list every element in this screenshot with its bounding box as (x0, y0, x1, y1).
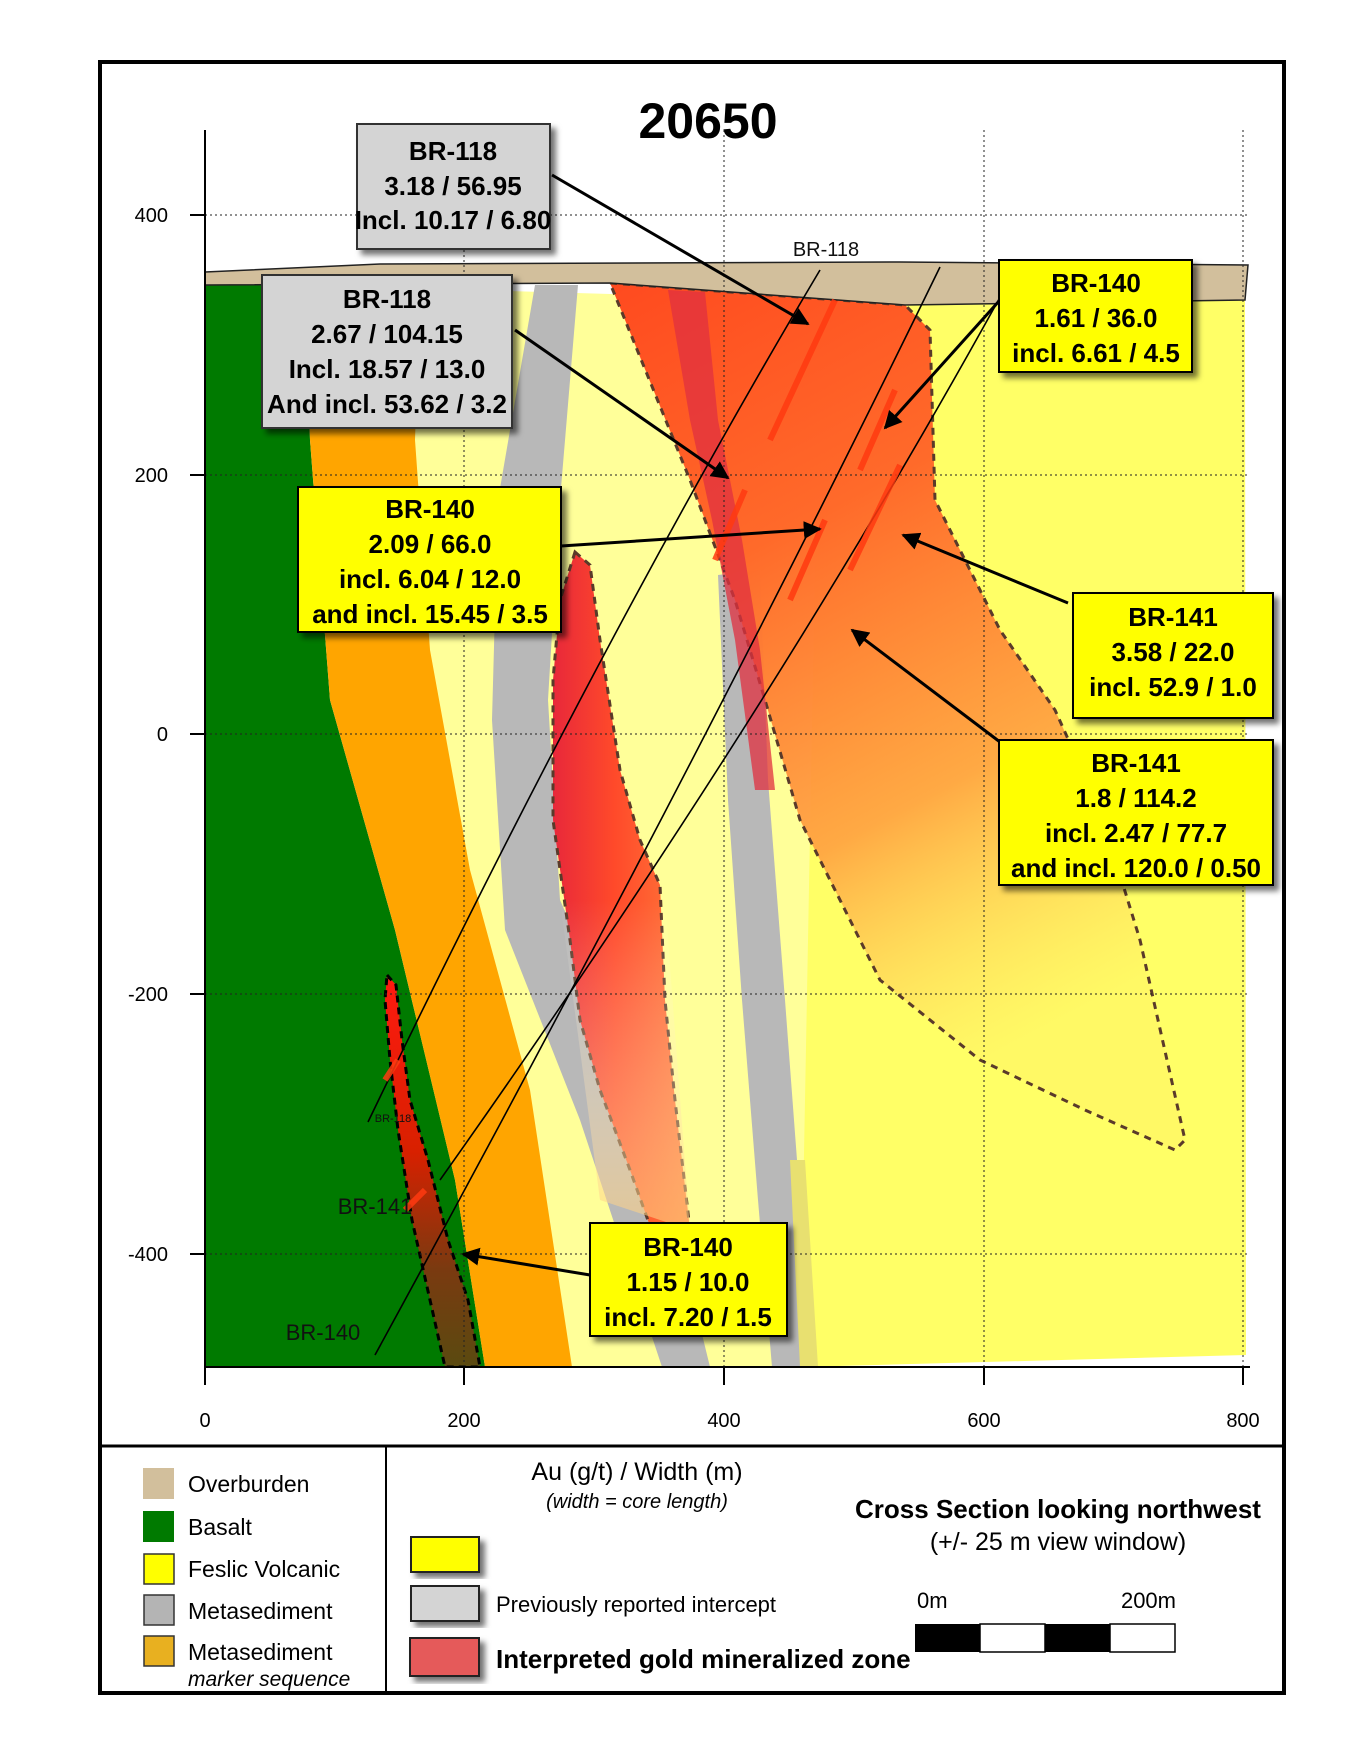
x-tick-800: 800 (1226, 1410, 1259, 1432)
callout-br118-upper-grade: 3.18 / 56.95 (384, 171, 521, 201)
callout-br141-upper (1072, 592, 1274, 719)
callout-br140-lower-grade: 1.15 / 10.0 (627, 1267, 750, 1297)
mineralized-zone-label: Interpreted gold mineralized zone (496, 1644, 911, 1674)
legend-felsic-label: Feslic Volcanic (188, 1556, 340, 1582)
assay-legend: Au (g/t) / Width (m) (width = core lengt… (409, 1458, 911, 1677)
assay-subheader: (width = core length) (546, 1491, 728, 1513)
callout-br141-upper-hole: BR-141 (1128, 602, 1218, 632)
lithology-legend: Overburden Basalt Feslic Volcanic Metase… (143, 1468, 350, 1691)
swatch-felsic-volcanic (143, 1553, 175, 1585)
swatch-metasediment (143, 1594, 175, 1626)
callout-br141-lower-hole: BR-141 (1091, 748, 1181, 778)
callout-br140-lower (589, 1222, 788, 1337)
y-tick-0: 0 (157, 724, 168, 746)
callout-br141-upper-grade: 3.58 / 22.0 (1112, 637, 1235, 667)
assay-header: Au (g/t) / Width (m) (531, 1458, 742, 1486)
callout-br118-upper (356, 123, 551, 250)
swatch-mineralized-zone (409, 1637, 480, 1677)
callout-br140-upper-grade: 1.61 / 36.0 (1035, 303, 1158, 333)
callout-br141-lower-grade: 1.8 / 114.2 (1075, 783, 1196, 813)
hole-label-br118-toe: BR-118 (375, 1113, 411, 1125)
callout-br118-lower-incl: Incl. 18.57 / 13.0 (289, 354, 486, 384)
mineralized-zone-main (607, 281, 1187, 1152)
swatch-basalt (143, 1511, 174, 1542)
callout-br140-mid-grade: 2.09 / 66.0 (369, 529, 492, 559)
drill-holes (367, 266, 1016, 1356)
callout-br118-lower-andincl: And incl. 53.62 / 3.2 (267, 389, 507, 419)
hole-label-br118-collar: BR-118 (793, 239, 859, 261)
axes (190, 130, 1250, 1385)
x-tick-600: 600 (967, 1410, 1000, 1432)
callout-br140-mid-hole: BR-140 (385, 494, 475, 524)
drill-hole-br118 (367, 269, 821, 1123)
legend-overburden-label: Overburden (188, 1471, 309, 1497)
basalt-unit (205, 285, 485, 1367)
y-tick-400: 400 (135, 205, 168, 227)
scale-bar-start-label: 0m (917, 1588, 948, 1613)
legend-marker-label: Metasediment (188, 1639, 333, 1665)
callout-br140-upper-incl: incl. 6.61 / 4.5 (1012, 338, 1180, 368)
y-tick-200: 200 (135, 465, 168, 487)
callout-br140-mid-andincl: and incl. 15.45 / 3.5 (312, 599, 548, 629)
x-tick-0: 0 (199, 1410, 210, 1432)
callout-br141-lower-andincl: and incl. 120.0 / 0.50 (1011, 853, 1261, 883)
callout-br141-lower (998, 739, 1274, 886)
y-tick-minus200: -200 (128, 984, 168, 1006)
hole-label-br141-toe: BR-141 (338, 1194, 413, 1219)
swatch-previous-intercept (410, 1585, 480, 1622)
swatch-metasediment-marker (143, 1635, 175, 1667)
callout-br141-lower-incl: incl. 2.47 / 77.7 (1045, 818, 1227, 848)
callout-leaders (461, 173, 1069, 1277)
section-info: Cross Section looking northwest (+/- 25 … (855, 1494, 1261, 1653)
callout-br118-lower (261, 274, 513, 429)
x-tick-200: 200 (447, 1410, 480, 1432)
section-direction-title: Cross Section looking northwest (855, 1494, 1261, 1524)
scale-bar (915, 1623, 1176, 1653)
callout-br140-mid-incl: incl. 6.04 / 12.0 (339, 564, 521, 594)
section-window-subtitle: (+/- 25 m view window) (930, 1528, 1186, 1556)
hole-label-br140-toe: BR-140 (286, 1320, 361, 1345)
swatch-new-intercept (410, 1536, 480, 1573)
swatch-overburden (143, 1468, 174, 1499)
felsic-sliver (790, 1160, 818, 1367)
callout-br141-upper-incl: incl. 52.9 / 1.0 (1089, 672, 1257, 702)
callout-br118-lower-grade: 2.67 / 104.15 (311, 319, 463, 349)
callout-br118-upper-incl: Incl. 10.17 / 6.80 (355, 205, 552, 235)
previously-reported-label: Previously reported intercept (496, 1592, 776, 1617)
scale-bar-end-label: 200m (1121, 1588, 1176, 1613)
mineralized-lens-mid-fade (560, 900, 690, 1230)
legend-marker-sublabel: marker sequence (188, 1668, 350, 1691)
callout-br140-lower-incl: incl. 7.20 / 1.5 (604, 1302, 772, 1332)
legend-metasediment-label: Metasediment (188, 1598, 333, 1624)
callout-br140-lower-hole: BR-140 (643, 1232, 733, 1262)
x-axis-labels: 0 200 400 600 800 (199, 1410, 1259, 1432)
callout-br140-upper-hole: BR-140 (1051, 268, 1141, 298)
legend-basalt-label: Basalt (188, 1514, 253, 1540)
y-axis-labels: 400 200 0 -200 -400 (128, 205, 168, 1266)
section-title: 20650 (638, 93, 777, 149)
mineralized-lens-small (383, 971, 482, 1367)
y-tick-minus400: -400 (128, 1244, 168, 1266)
callout-br140-mid (297, 486, 562, 633)
callout-br140-upper (998, 259, 1193, 373)
callout-br118-upper-hole: BR-118 (409, 136, 497, 166)
x-tick-400: 400 (707, 1410, 740, 1432)
drill-hole-br141 (439, 269, 1016, 1181)
drill-hole-br140 (374, 266, 941, 1356)
callout-br118-lower-hole: BR-118 (343, 284, 431, 314)
